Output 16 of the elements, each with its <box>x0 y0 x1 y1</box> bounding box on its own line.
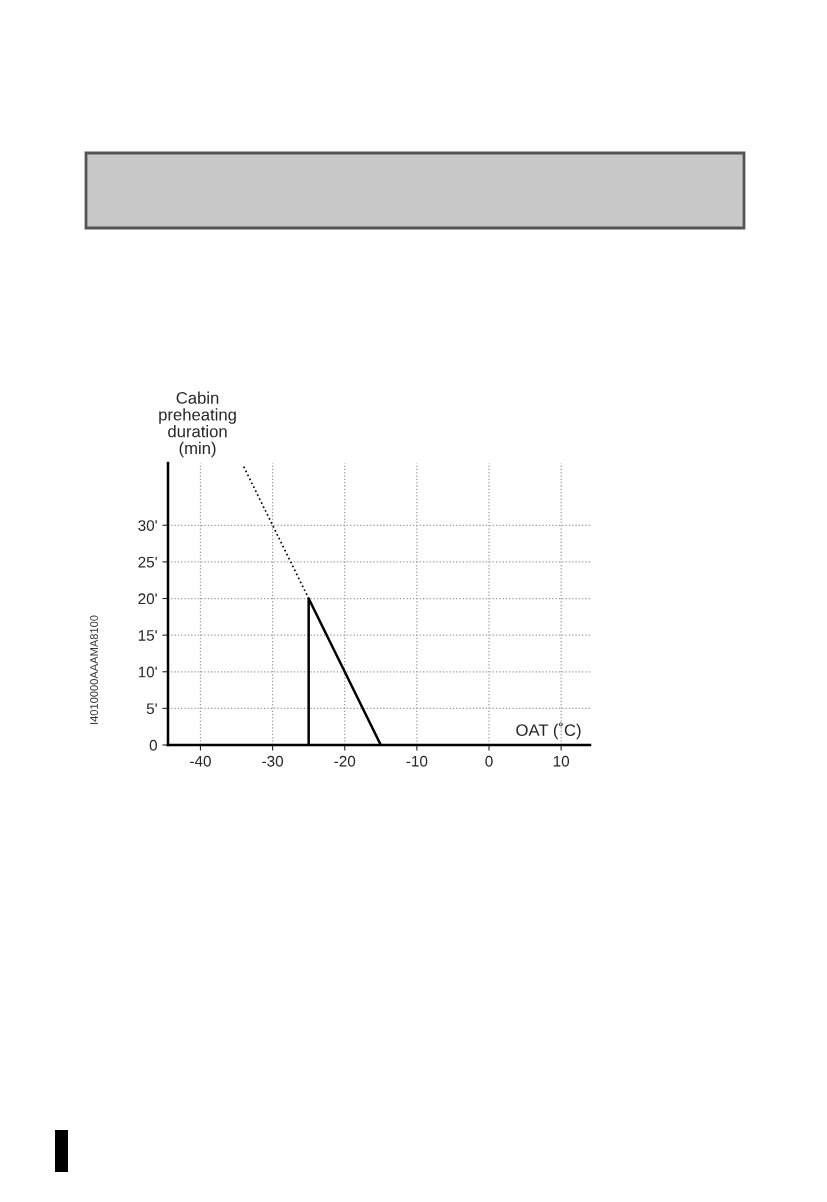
y-axis-title: Cabin preheating duration (min) <box>159 391 236 458</box>
y-tick-label: 20' <box>138 593 157 605</box>
x-tick-label: -40 <box>190 755 211 767</box>
text: I4010000AAAMA8100 <box>90 615 98 724</box>
x-tick-label: -30 <box>262 755 284 767</box>
x-tick-label: 10 <box>553 755 570 767</box>
x-tick-label: -20 <box>334 755 356 767</box>
y-tick-label: 0 <box>149 739 157 751</box>
y-tick-label: 10' <box>138 666 157 678</box>
y-tick-label: 25' <box>138 556 157 568</box>
x-axis-title: OAT (˚C) <box>516 722 581 740</box>
y-tick-label: 15' <box>138 630 157 641</box>
x-tick-label: 0 <box>485 755 493 767</box>
y-tick-label: 5' <box>146 703 157 715</box>
y-tick-label: 30' <box>138 520 157 531</box>
x-tick-label: -10 <box>406 755 428 767</box>
